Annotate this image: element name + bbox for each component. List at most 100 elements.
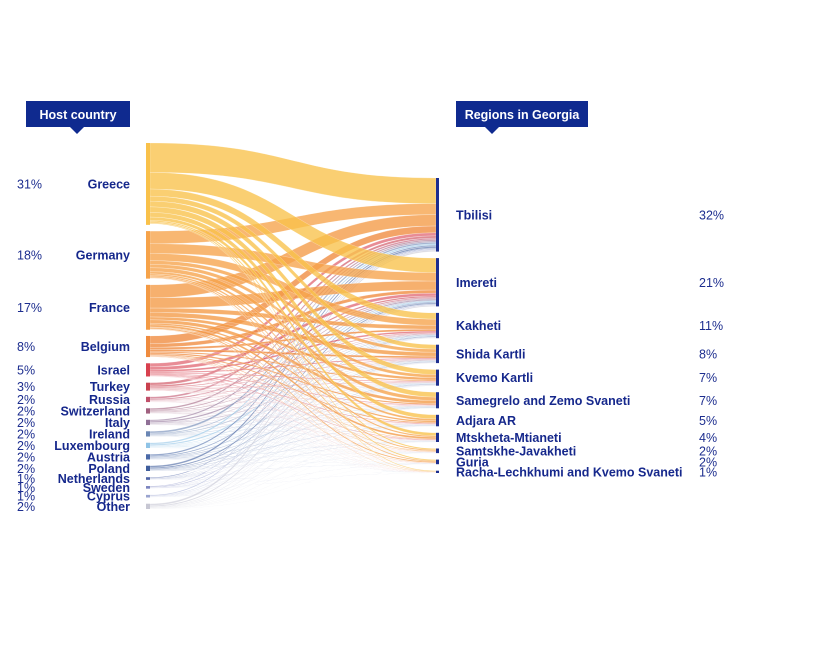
source-label: Germany <box>76 248 130 262</box>
source-labels: 31% Greece 18% Germany 17% France 8% Belgium 5% I… <box>17 177 131 513</box>
source-bar <box>146 431 150 437</box>
source-percent: 2% <box>17 427 35 441</box>
source-bar <box>146 477 150 480</box>
source-percent: 1% <box>17 481 35 495</box>
source-label: Italy <box>105 416 130 430</box>
target-bar <box>436 432 439 442</box>
source-bar <box>146 454 150 460</box>
left-header-label: Host country <box>39 108 116 122</box>
target-percent: 7% <box>699 371 717 385</box>
source-label: Russia <box>89 393 131 407</box>
source-bar <box>146 335 150 358</box>
flow-link <box>149 337 437 508</box>
left-header-bg <box>26 101 130 127</box>
target-bar <box>436 178 439 252</box>
source-percent: 2% <box>17 416 35 430</box>
flow-link <box>149 463 437 489</box>
target-label: Shida Kartli <box>456 347 525 361</box>
source-percent: 5% <box>17 363 35 377</box>
target-bars <box>436 178 439 473</box>
target-percent: 21% <box>699 276 724 290</box>
target-percent: 11% <box>699 319 723 333</box>
source-percent: 18% <box>17 248 42 262</box>
source-label: Luxembourg <box>54 439 130 453</box>
right-header: Regions in Georgia <box>456 101 588 134</box>
target-percent: 4% <box>699 431 717 445</box>
source-bar <box>146 143 150 225</box>
target-bar <box>436 470 439 473</box>
source-bar <box>146 486 150 489</box>
right-header-pointer <box>485 127 499 134</box>
source-bar <box>146 382 150 391</box>
source-percent: 1% <box>17 472 35 486</box>
source-percent: 1% <box>17 490 35 504</box>
source-percent: 2% <box>17 462 35 476</box>
target-percent: 5% <box>699 414 717 428</box>
target-percent: 1% <box>699 465 717 479</box>
target-percent: 2% <box>699 455 717 469</box>
target-label: Racha-Lechkhumi and Kvemo Svaneti <box>456 465 682 479</box>
source-percent: 17% <box>17 301 42 315</box>
target-bar <box>436 312 439 339</box>
target-label: Imereti <box>456 276 497 290</box>
source-bars <box>146 143 150 509</box>
source-bar <box>146 396 150 403</box>
target-label: Guria <box>456 455 490 469</box>
target-label: Samtskhe-Javakheti <box>456 444 576 458</box>
target-label: Kakheti <box>456 319 501 333</box>
target-label: Mtskheta-Mtianeti <box>456 431 562 445</box>
source-percent: 3% <box>17 380 35 394</box>
source-percent: 2% <box>17 404 35 418</box>
source-label: Netherlands <box>58 472 130 486</box>
source-bar <box>146 284 150 330</box>
target-percent: 2% <box>699 444 717 458</box>
target-bar <box>436 344 439 364</box>
target-bar <box>436 392 439 409</box>
source-bar <box>146 442 150 449</box>
sankey-links <box>149 142 437 510</box>
target-percent: 7% <box>699 394 717 408</box>
target-bar <box>436 448 439 454</box>
source-label: Belgium <box>81 340 130 354</box>
source-label: Cyprus <box>87 490 130 504</box>
right-header-bg <box>456 101 588 127</box>
target-percent: 8% <box>699 347 717 361</box>
target-bar <box>436 258 439 307</box>
source-label: France <box>89 301 130 315</box>
target-bar <box>436 414 439 427</box>
source-label: Sweden <box>83 481 130 495</box>
source-bar <box>146 408 150 414</box>
source-percent: 2% <box>17 393 35 407</box>
source-label: Poland <box>88 462 130 476</box>
target-label: Tbilisi <box>456 208 492 222</box>
source-label: Switzerland <box>61 404 130 418</box>
source-label: Turkey <box>90 380 130 394</box>
target-labels: Tbilisi 32% Imereti 21% Kakheti 11% Shida Kart… <box>456 208 724 479</box>
source-percent: 31% <box>17 177 42 191</box>
source-percent: 2% <box>17 500 35 514</box>
source-label: Other <box>97 500 130 514</box>
left-header-pointer <box>70 127 84 134</box>
target-bar <box>436 369 439 386</box>
source-label: Greece <box>88 177 130 191</box>
source-bar <box>146 465 150 471</box>
source-percent: 2% <box>17 439 35 453</box>
target-label: Adjara AR <box>456 414 516 428</box>
source-bar <box>146 503 150 509</box>
source-bar <box>146 494 150 498</box>
target-percent: 32% <box>699 208 724 222</box>
target-label: Samegrelo and Zemo Svaneti <box>456 394 630 408</box>
right-header-label: Regions in Georgia <box>465 108 581 122</box>
source-bar <box>146 363 150 377</box>
source-label: Ireland <box>89 427 130 441</box>
source-label: Austria <box>87 450 131 464</box>
source-bar <box>146 231 150 279</box>
source-bar <box>146 419 150 426</box>
target-label: Kvemo Kartli <box>456 371 533 385</box>
source-percent: 2% <box>17 450 35 464</box>
target-bar <box>436 459 439 465</box>
source-percent: 8% <box>17 340 35 354</box>
source-label: Israel <box>97 363 130 377</box>
left-header: Host country <box>26 101 130 134</box>
